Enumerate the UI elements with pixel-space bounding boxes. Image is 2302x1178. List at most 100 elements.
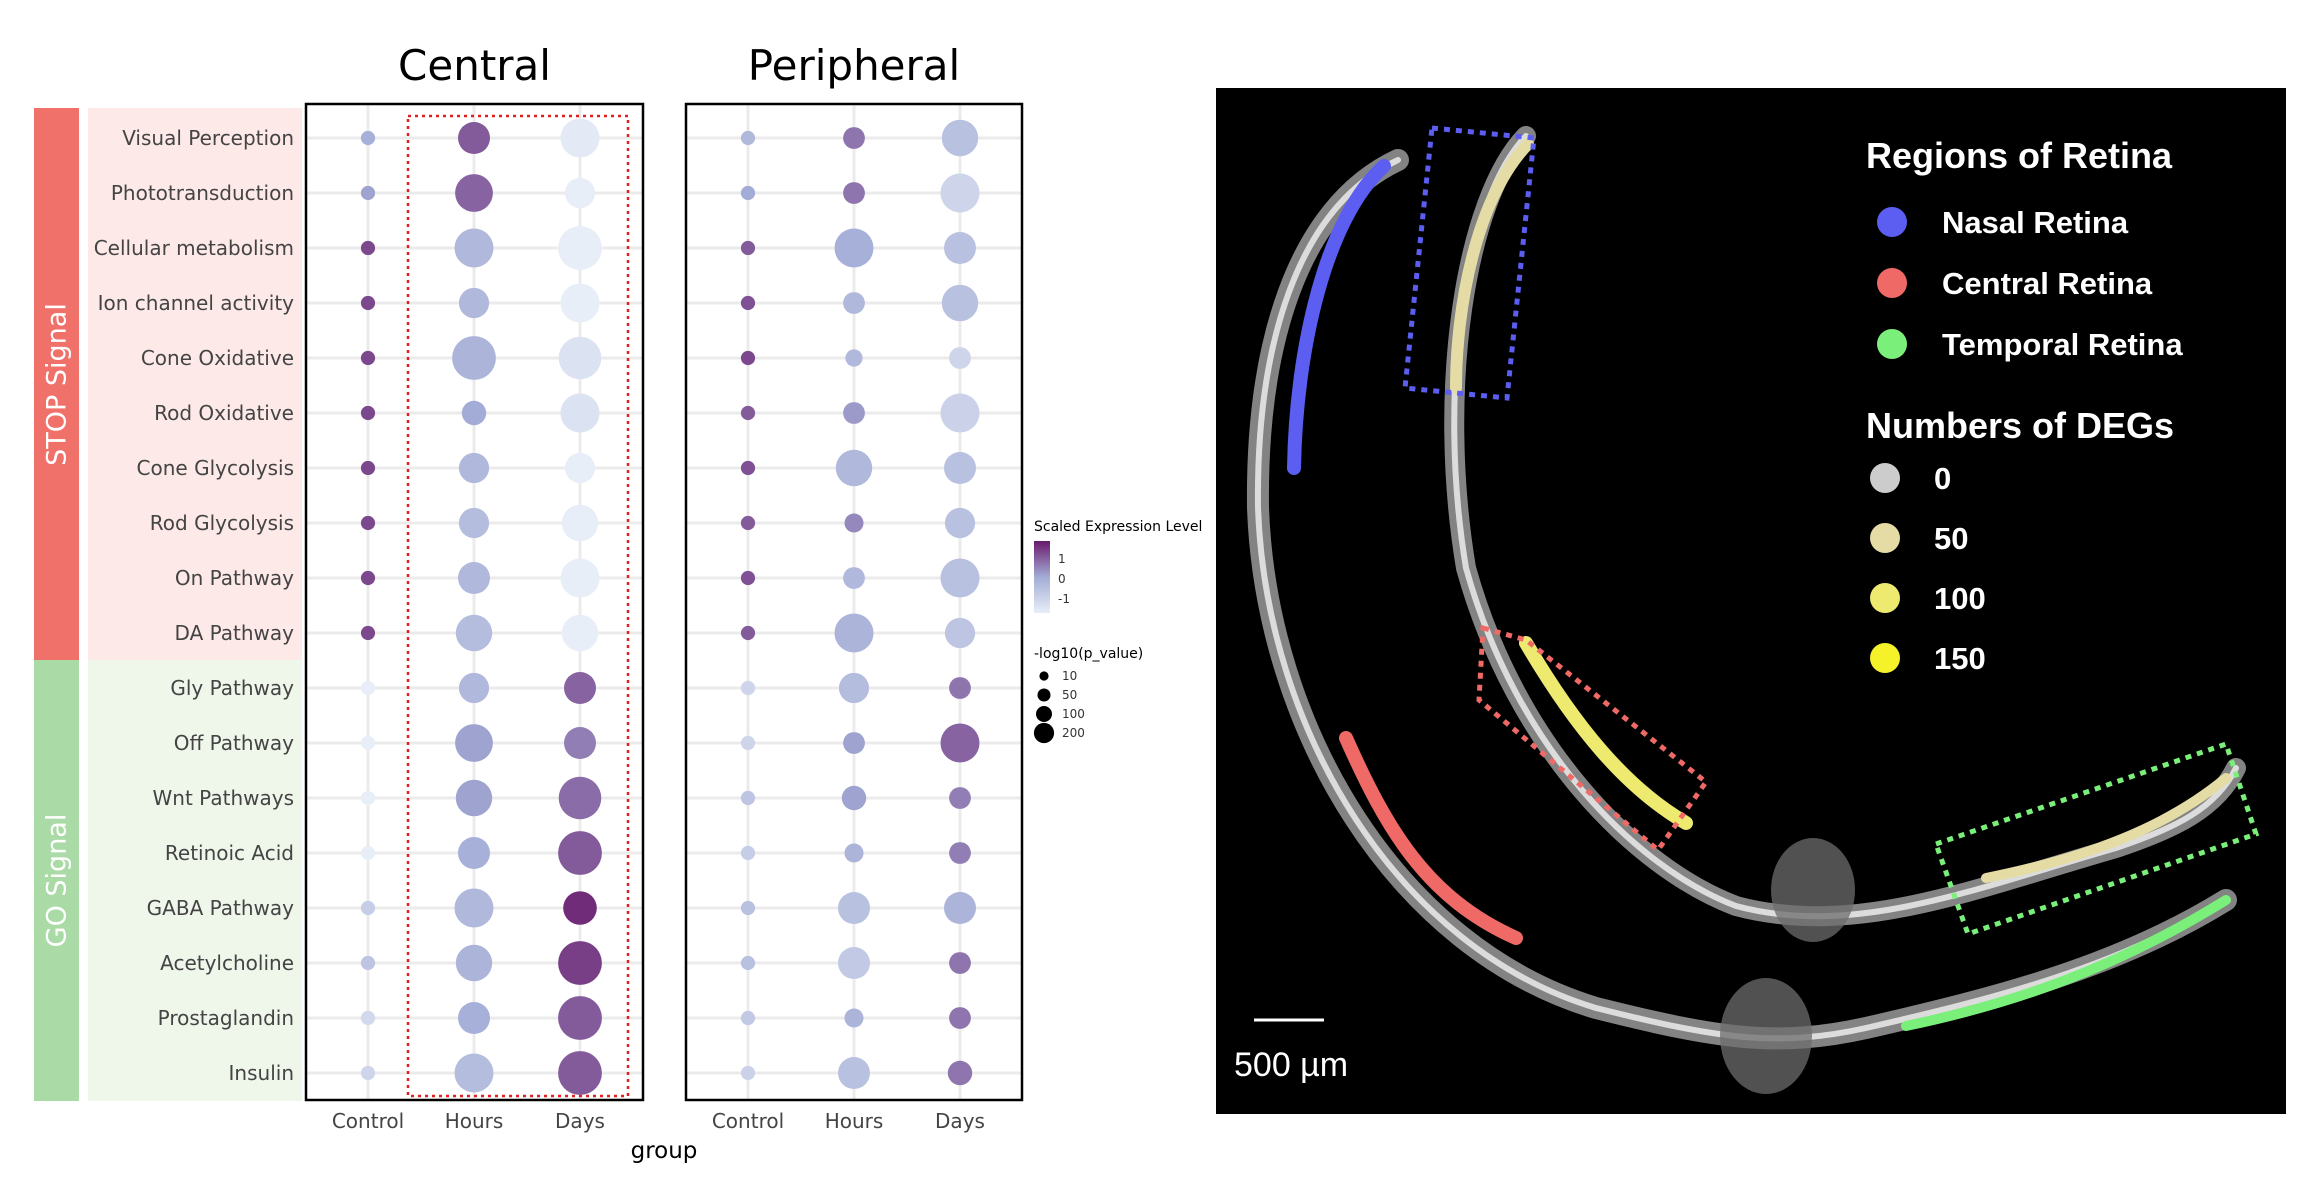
size-legend-dot xyxy=(1039,671,1049,681)
panel-title: Central xyxy=(398,41,551,90)
dot xyxy=(838,892,870,924)
dot xyxy=(941,119,979,157)
dot xyxy=(561,614,599,652)
retina-inner-section xyxy=(1444,126,2246,927)
dot xyxy=(949,347,971,369)
dot xyxy=(844,843,864,863)
dot xyxy=(560,283,600,323)
dot xyxy=(843,127,865,149)
dot xyxy=(360,570,376,586)
dot xyxy=(740,185,756,201)
retina-section-image: Regions of Retina Nasal Retina Central Ret… xyxy=(1216,88,2286,1114)
dot xyxy=(561,504,599,542)
pathway-label: Visual Perception xyxy=(122,126,294,150)
pathway-label: Cone Oxidative xyxy=(141,346,294,370)
highlight-box xyxy=(406,114,630,1098)
dot xyxy=(949,787,971,809)
deg-legend-label: 150 xyxy=(1934,641,1986,676)
dot xyxy=(740,790,756,806)
dot xyxy=(843,732,865,754)
dot xyxy=(843,402,865,424)
pathway-label: Cellular metabolism xyxy=(94,236,294,260)
dot xyxy=(360,350,376,366)
region-legend-swatch xyxy=(1877,329,1907,359)
section-label: GO Signal xyxy=(42,814,73,948)
dot xyxy=(458,507,490,539)
color-legend-title: Scaled Expression Level xyxy=(1034,519,1202,535)
dot xyxy=(944,617,976,649)
dot xyxy=(740,955,756,971)
deg-legend-swatch xyxy=(1870,463,1900,493)
region-legend-label: Nasal Retina xyxy=(1942,205,2129,240)
deg-legend-swatch xyxy=(1870,523,1900,553)
regions-legend-title: Regions of Retina xyxy=(1866,135,2173,176)
size-legend-dot xyxy=(1037,688,1051,702)
dot xyxy=(740,130,756,146)
pathway-label: Phototransduction xyxy=(111,181,294,205)
dot xyxy=(940,173,980,213)
pathway-label: Insulin xyxy=(229,1061,294,1085)
section-label: STOP Signal xyxy=(42,303,73,466)
dot xyxy=(845,349,863,367)
dot xyxy=(740,350,756,366)
pathway-label: Prostaglandin xyxy=(158,1006,294,1030)
panel-title: Peripheral xyxy=(748,41,960,90)
temporal-region xyxy=(1901,895,2231,1031)
dot xyxy=(944,507,976,539)
dot xyxy=(360,405,376,421)
pathway-label: Wnt Pathways xyxy=(153,786,294,810)
size-legend-dot xyxy=(1033,722,1055,744)
dot xyxy=(454,1053,494,1093)
dot xyxy=(360,680,376,696)
optic-nerve-head xyxy=(1771,838,1855,942)
dot xyxy=(560,118,600,158)
dot xyxy=(843,292,865,314)
dot xyxy=(458,287,490,319)
section-label-background xyxy=(88,108,302,661)
dot xyxy=(564,452,596,484)
dot xyxy=(560,393,600,433)
color-legend-tick: 0 xyxy=(1058,572,1066,586)
size-legend-title: -log10(p_value) xyxy=(1034,646,1143,662)
pathway-label: Gly Pathway xyxy=(170,676,294,700)
pathway-label: GABA Pathway xyxy=(147,896,294,920)
dot xyxy=(454,228,494,268)
pathway-label: Rod Oxidative xyxy=(154,401,294,425)
dot xyxy=(944,452,976,484)
color-legend-tick: 1 xyxy=(1058,552,1066,566)
dot xyxy=(560,558,600,598)
dot xyxy=(740,625,756,641)
dot xyxy=(458,1002,490,1034)
dot xyxy=(360,240,376,256)
pathway-label: Ion channel activity xyxy=(98,291,295,315)
dot xyxy=(558,941,602,985)
nasal-region xyxy=(1287,159,1391,475)
x-tick-label: Days xyxy=(555,1109,605,1133)
dot xyxy=(455,614,493,652)
dot xyxy=(360,845,376,861)
dot xyxy=(458,452,490,484)
dot xyxy=(740,405,756,421)
nasal-region-box xyxy=(1402,125,1537,401)
dot xyxy=(834,228,874,268)
deg-region-temporal xyxy=(1981,773,2231,883)
size-legend-dot xyxy=(1036,706,1052,722)
pathway-label: Cone Glycolysis xyxy=(137,456,294,480)
size-legend-label: 50 xyxy=(1062,688,1077,702)
x-tick-label: Hours xyxy=(445,1109,504,1133)
dot xyxy=(360,130,376,146)
pathway-label: On Pathway xyxy=(175,566,294,590)
dot xyxy=(740,900,756,916)
panel-frame xyxy=(684,102,1024,1102)
size-legend-label: 10 xyxy=(1062,669,1077,683)
dot xyxy=(458,562,490,594)
deg-legend-label: 100 xyxy=(1934,581,1986,616)
dot xyxy=(360,900,376,916)
dot xyxy=(740,680,756,696)
deg-legend-swatch xyxy=(1870,583,1900,613)
pathway-label: DA Pathway xyxy=(175,621,295,645)
dot xyxy=(360,1010,376,1026)
dot xyxy=(940,723,980,763)
size-legend-label: 200 xyxy=(1062,726,1085,740)
deg-legend-label: 50 xyxy=(1934,521,1968,556)
